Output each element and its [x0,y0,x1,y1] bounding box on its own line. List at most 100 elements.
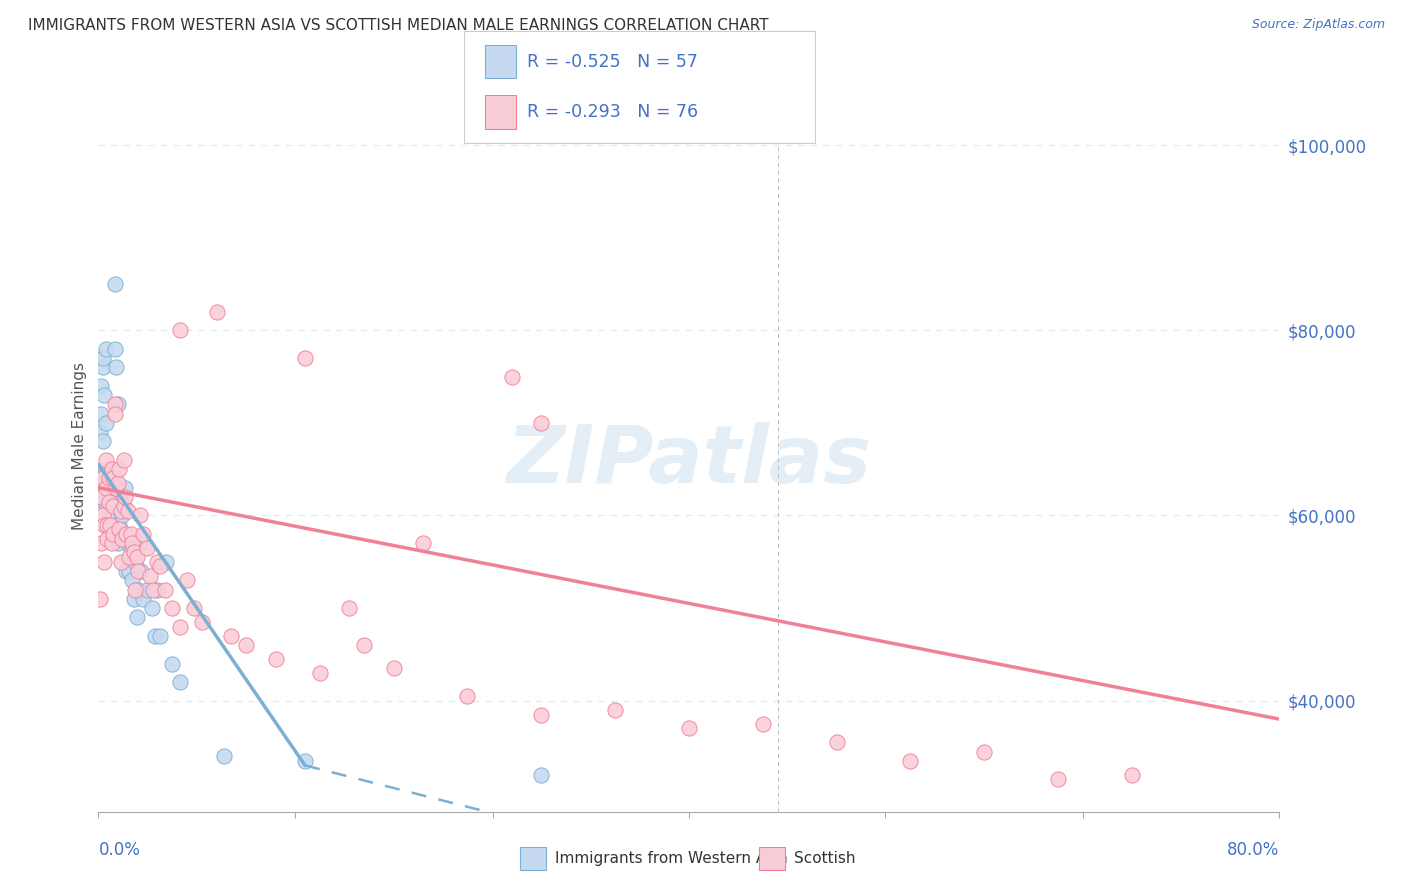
Point [108,517,131,532]
Text: Immigrants from Western Asia: Immigrants from Western Asia [555,851,789,866]
Point [104,342,127,356]
Point [205,304,228,318]
Point [108,462,131,476]
Point [136,541,159,555]
Text: R = -0.525   N = 57: R = -0.525 N = 57 [527,53,699,70]
Point [114,481,136,495]
Point [105,360,128,375]
Point [183,601,205,615]
Point [294,754,316,768]
Point [142,582,165,597]
Point [100,532,122,546]
Point [93,388,115,402]
Point [90,379,112,393]
Text: 80.0%: 80.0% [1227,841,1279,859]
Point [122,545,145,559]
Point [1046,772,1070,787]
Point [530,707,553,722]
Point [105,481,128,495]
Point [155,555,177,569]
Point [752,716,775,731]
Point [89,425,111,439]
Point [149,559,172,574]
Point [125,610,148,624]
Point [91,351,114,365]
Point [121,574,143,588]
Point [103,527,125,541]
Point [235,638,257,652]
Text: Scottish: Scottish [794,851,856,866]
Point [107,476,129,491]
Point [91,360,114,375]
Point [103,508,125,523]
Point [129,564,152,578]
Text: 0.0%: 0.0% [98,841,141,859]
Text: ZIPatlas: ZIPatlas [506,422,872,500]
Point [91,508,114,523]
Point [353,638,375,652]
Point [162,657,183,671]
Point [110,494,132,508]
Point [107,536,129,550]
Point [97,471,120,485]
Point [100,536,122,550]
Point [94,416,117,430]
Point [91,471,114,485]
Point [127,582,149,597]
Point [94,453,117,467]
Point [94,462,117,476]
Point [127,564,149,578]
Point [176,574,198,588]
Point [162,601,183,615]
Point [111,508,134,523]
Point [112,527,135,541]
Point [104,277,127,291]
Point [104,397,127,411]
Point [97,471,120,485]
Point [264,652,287,666]
Point [678,722,700,736]
Point [169,675,191,690]
Text: R = -0.293   N = 76: R = -0.293 N = 76 [527,103,699,121]
Point [98,517,121,532]
Point [96,499,118,513]
Point [136,582,159,597]
Point [96,481,118,495]
Point [412,536,434,550]
Point [117,504,139,518]
Point [107,397,129,411]
Point [90,536,112,550]
Point [98,490,121,504]
Point [169,323,191,337]
Point [900,754,922,768]
Point [93,494,115,508]
Point [97,494,120,508]
Text: IMMIGRANTS FROM WESTERN ASIA VS SCOTTISH MEDIAN MALE EARNINGS CORRELATION CHART: IMMIGRANTS FROM WESTERN ASIA VS SCOTTISH… [28,18,769,33]
Point [118,550,141,565]
Point [212,749,235,764]
Point [825,735,848,749]
Point [120,545,142,559]
Point [153,582,176,597]
Point [89,591,111,606]
Point [103,485,125,500]
Point [110,555,132,569]
Point [605,703,627,717]
Point [112,499,135,513]
Point [132,527,155,541]
Point [90,490,112,504]
Point [94,481,117,495]
Point [103,499,125,513]
Y-axis label: Median Male Earnings: Median Male Earnings [72,362,87,530]
Point [90,407,112,421]
Point [118,564,141,578]
Point [93,555,115,569]
Text: Source: ZipAtlas.com: Source: ZipAtlas.com [1251,18,1385,31]
Point [108,522,131,536]
Point [110,504,132,518]
Point [96,532,118,546]
Point [121,536,143,550]
Point [530,767,553,781]
Point [89,476,111,491]
Point [112,453,135,467]
